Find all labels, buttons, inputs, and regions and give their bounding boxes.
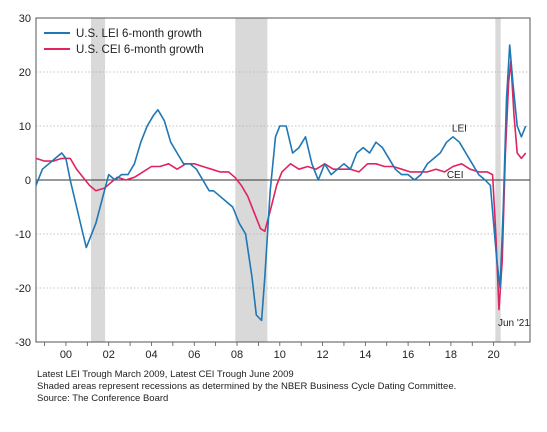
series-line-0 [35, 44, 527, 322]
trough-note: Latest LEI Trough March 2009, Latest CEI… [37, 369, 294, 380]
x-tick-label-8: 16 [402, 349, 414, 361]
x-tick-label-2: 04 [145, 349, 157, 361]
x-tick-label-9: 18 [445, 349, 457, 361]
x-tick-label-4: 08 [231, 349, 243, 361]
series-line-1 [35, 60, 527, 311]
y-tick-label-3: 0 [25, 175, 31, 187]
x-tick-label-7: 14 [359, 349, 371, 361]
recession-note: Shaded areas represent recessions as det… [37, 381, 457, 392]
y-tick-label-5: 20 [19, 67, 31, 79]
x-tick-label-5: 10 [274, 349, 286, 361]
y-tick-label-6: 30 [19, 13, 31, 25]
x-tick-label-10: 20 [488, 349, 500, 361]
plot-border [35, 17, 531, 343]
legend-label-0: U.S. LEI 6-month growth [76, 28, 202, 40]
y-tick-label-0: -30 [15, 337, 31, 349]
y-tick-label-2: -10 [15, 229, 31, 241]
x-tick-label-6: 12 [316, 349, 328, 361]
y-tick-label-4: 10 [19, 121, 31, 133]
legend-label-1: U.S. CEI 6-month growth [76, 44, 204, 56]
annotation-0: LEI [452, 123, 467, 134]
source-note: Source: The Conference Board [37, 393, 169, 404]
x-tick-label-3: 06 [188, 349, 200, 361]
annotation-2: Jun '21 [498, 318, 530, 329]
y-tick-label-1: -20 [15, 283, 31, 295]
x-tick-label-0: 00 [60, 349, 72, 361]
annotation-1: CEI [447, 170, 464, 181]
x-tick-label-1: 02 [103, 349, 115, 361]
